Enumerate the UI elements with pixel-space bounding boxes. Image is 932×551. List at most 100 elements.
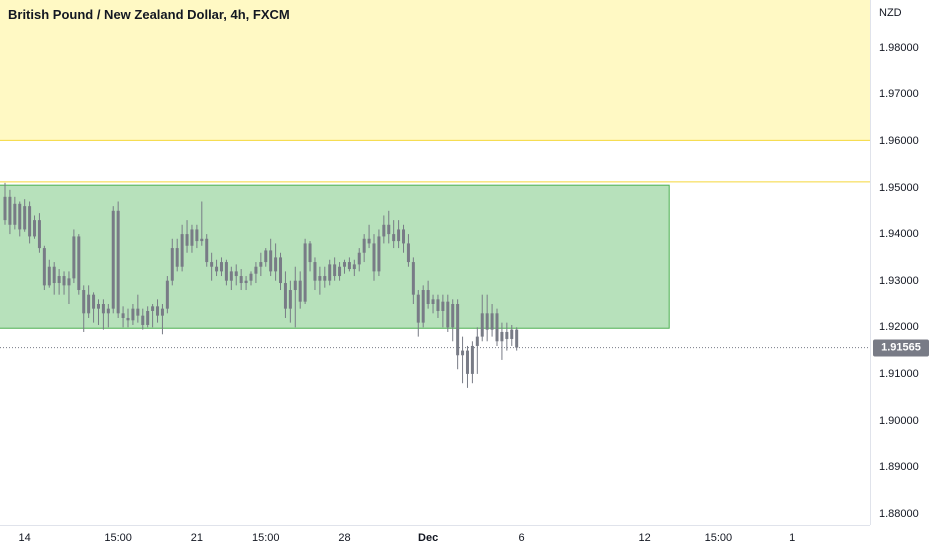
candle-body	[101, 304, 105, 314]
candle-body	[57, 276, 61, 284]
candle-body	[303, 243, 307, 302]
candle-body	[480, 313, 484, 337]
candle-body	[151, 306, 155, 311]
candle-body	[313, 262, 317, 281]
price-tick-label: 1.94000	[879, 228, 919, 241]
candle-body	[175, 248, 179, 267]
candle-body	[67, 278, 71, 286]
price-tick-label: 1.89000	[879, 461, 919, 474]
time-tick-label: 28	[338, 532, 351, 544]
price-chart[interactable]	[0, 0, 870, 525]
candle-body	[421, 290, 425, 323]
time-tick-label: 14	[18, 532, 31, 544]
candle-body	[195, 229, 199, 242]
candle-body	[23, 206, 27, 230]
candle-body	[141, 315, 145, 325]
candle-body	[411, 262, 415, 295]
candle-body	[318, 276, 322, 281]
time-tick-label: 6	[518, 532, 525, 544]
price-axis[interactable]: NZD 1.98000 1.97000 1.96000 1.95000 1.94000 1…	[870, 0, 932, 525]
candle-body	[431, 299, 435, 304]
candle-body	[338, 266, 342, 277]
candle-body	[436, 299, 440, 311]
candle-body	[200, 238, 204, 242]
candle-body	[288, 290, 292, 309]
candle-body	[210, 262, 214, 267]
candle-body	[42, 248, 46, 286]
candle-body	[131, 308, 135, 321]
candle-body	[283, 283, 287, 309]
price-tick-label: 1.95000	[879, 181, 919, 194]
candle-body	[392, 234, 396, 242]
candle-body	[308, 243, 312, 263]
candle-body	[219, 262, 223, 272]
candle-body	[279, 257, 283, 284]
candle-body	[451, 304, 455, 328]
candle-body	[505, 331, 509, 339]
candle-body	[96, 304, 100, 309]
candle-body	[382, 224, 386, 237]
time-tick-label: 21	[190, 532, 203, 544]
time-tick-label: 15:00	[104, 532, 132, 544]
candle-body	[165, 280, 169, 309]
candle-body	[397, 229, 401, 242]
candle-body	[323, 276, 327, 281]
candle-body	[111, 210, 115, 309]
candle-body	[347, 262, 351, 270]
candle-body	[224, 262, 228, 281]
candle-body	[274, 257, 278, 272]
candle-body	[510, 329, 514, 339]
candle-body	[490, 313, 494, 330]
time-tick-label: 15:00	[251, 532, 280, 544]
price-tick-label: 1.97000	[879, 88, 919, 101]
price-tick-label: 1.93000	[879, 274, 919, 287]
candle-body	[170, 248, 174, 281]
candle-body	[500, 331, 504, 342]
candle-body	[13, 203, 17, 225]
candle-body	[426, 290, 430, 304]
candle-body	[269, 250, 273, 272]
candle-body	[215, 266, 219, 272]
candle-body	[190, 229, 194, 246]
candle-body	[126, 317, 130, 321]
demand-zone	[0, 184, 670, 329]
candle-body	[47, 266, 51, 286]
candle-body	[87, 294, 91, 314]
candle-body	[136, 308, 140, 316]
price-tick-label: 1.92000	[879, 321, 919, 334]
candle-body	[8, 196, 12, 225]
candle-body	[367, 238, 371, 244]
candle-body	[446, 301, 450, 328]
candle-body	[18, 203, 22, 230]
candle-body	[254, 266, 258, 274]
candle-body	[377, 236, 381, 272]
axis-corner	[870, 525, 932, 550]
price-tick-label: 1.91000	[879, 367, 919, 380]
chart-pane[interactable]: British Pound / New Zealand Dollar, 4h, …	[0, 0, 870, 525]
candle-body	[28, 206, 32, 237]
time-axis[interactable]: 14 15:00 21 15:00 28 Dec 6 12 15:00 1	[0, 525, 870, 551]
candle-body	[106, 308, 110, 314]
candle-body	[77, 236, 81, 291]
time-tick-label: 12	[638, 532, 651, 544]
candle-body	[82, 290, 86, 314]
candle-body	[121, 313, 125, 318]
candle-body	[293, 280, 297, 291]
candle-body	[116, 210, 120, 314]
time-tick-label: 1	[789, 532, 796, 544]
candle-body	[37, 220, 41, 249]
last-price-badge: 1.91565	[873, 339, 929, 357]
candle-body	[185, 234, 189, 246]
candle-body	[387, 224, 391, 235]
candle-body	[333, 264, 337, 277]
candle-body	[441, 301, 445, 311]
candle-body	[406, 243, 410, 263]
candle-body	[362, 238, 366, 253]
candle-body	[515, 329, 519, 348]
candle-body	[402, 229, 406, 244]
candle-body	[229, 271, 233, 281]
candle-body	[205, 238, 209, 263]
candle-body	[72, 236, 76, 279]
candle-body	[146, 310, 150, 325]
